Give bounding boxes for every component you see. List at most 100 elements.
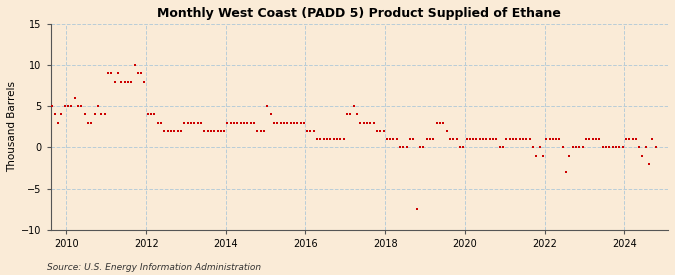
Point <box>59 104 70 108</box>
Point <box>176 129 186 133</box>
Point <box>511 137 522 141</box>
Point <box>56 112 67 117</box>
Point <box>421 137 432 141</box>
Point <box>76 104 87 108</box>
Point <box>514 137 525 141</box>
Point <box>232 120 243 125</box>
Point <box>106 71 117 76</box>
Point <box>242 120 253 125</box>
Point <box>468 137 479 141</box>
Point <box>225 120 236 125</box>
Point <box>564 153 575 158</box>
Point <box>491 137 502 141</box>
Point <box>149 112 160 117</box>
Point <box>554 137 565 141</box>
Point <box>435 120 446 125</box>
Point <box>504 137 515 141</box>
Point <box>259 129 269 133</box>
Point <box>179 120 190 125</box>
Point <box>169 129 180 133</box>
Point <box>86 120 97 125</box>
Point <box>199 129 210 133</box>
Point <box>288 120 299 125</box>
Point <box>165 129 176 133</box>
Point <box>219 129 230 133</box>
Point <box>352 112 362 117</box>
Point <box>558 145 568 150</box>
Point <box>116 79 127 84</box>
Point <box>464 137 475 141</box>
Point <box>570 145 581 150</box>
Point <box>89 112 100 117</box>
Point <box>574 145 585 150</box>
Point <box>196 120 207 125</box>
Point <box>285 120 296 125</box>
Point <box>308 129 319 133</box>
Point <box>132 71 143 76</box>
Point <box>475 137 485 141</box>
Point <box>614 145 624 150</box>
Point <box>96 112 107 117</box>
Point <box>541 137 551 141</box>
Point <box>298 120 309 125</box>
Point <box>531 153 541 158</box>
Point <box>534 145 545 150</box>
Point <box>485 137 495 141</box>
Point <box>129 63 140 67</box>
Point <box>82 120 93 125</box>
Point <box>425 137 435 141</box>
Point <box>577 145 588 150</box>
Point <box>624 137 634 141</box>
Point <box>222 120 233 125</box>
Point <box>634 145 645 150</box>
Point <box>587 137 598 141</box>
Point <box>172 129 183 133</box>
Point <box>30 104 40 108</box>
Point <box>146 112 157 117</box>
Point <box>630 137 641 141</box>
Point <box>398 145 409 150</box>
Point <box>275 120 286 125</box>
Point <box>551 137 562 141</box>
Point <box>265 112 276 117</box>
Point <box>620 137 631 141</box>
Point <box>325 137 335 141</box>
Point <box>345 112 356 117</box>
Point <box>126 79 136 84</box>
Point <box>70 96 80 100</box>
Point <box>119 79 130 84</box>
Point <box>408 137 418 141</box>
Point <box>365 120 376 125</box>
Point <box>186 120 196 125</box>
Point <box>451 137 462 141</box>
Point <box>381 137 392 141</box>
Point <box>355 120 366 125</box>
Point <box>487 137 498 141</box>
Point <box>43 104 53 108</box>
Point <box>388 137 399 141</box>
Point <box>139 79 150 84</box>
Point <box>113 71 124 76</box>
Point <box>342 112 352 117</box>
Point <box>272 120 283 125</box>
Point <box>312 137 323 141</box>
Point <box>561 170 572 174</box>
Point <box>405 137 416 141</box>
Point <box>594 137 605 141</box>
Title: Monthly West Coast (PADD 5) Product Supplied of Ethane: Monthly West Coast (PADD 5) Product Supp… <box>157 7 561 20</box>
Point <box>537 153 548 158</box>
Point <box>501 137 512 141</box>
Point <box>601 145 612 150</box>
Point <box>315 137 326 141</box>
Point <box>212 129 223 133</box>
Point <box>282 120 293 125</box>
Point <box>610 145 621 150</box>
Point <box>544 137 555 141</box>
Point <box>461 137 472 141</box>
Point <box>92 104 103 108</box>
Point <box>46 104 57 108</box>
Point <box>428 137 439 141</box>
Point <box>322 137 333 141</box>
Point <box>331 137 342 141</box>
Point <box>39 96 50 100</box>
